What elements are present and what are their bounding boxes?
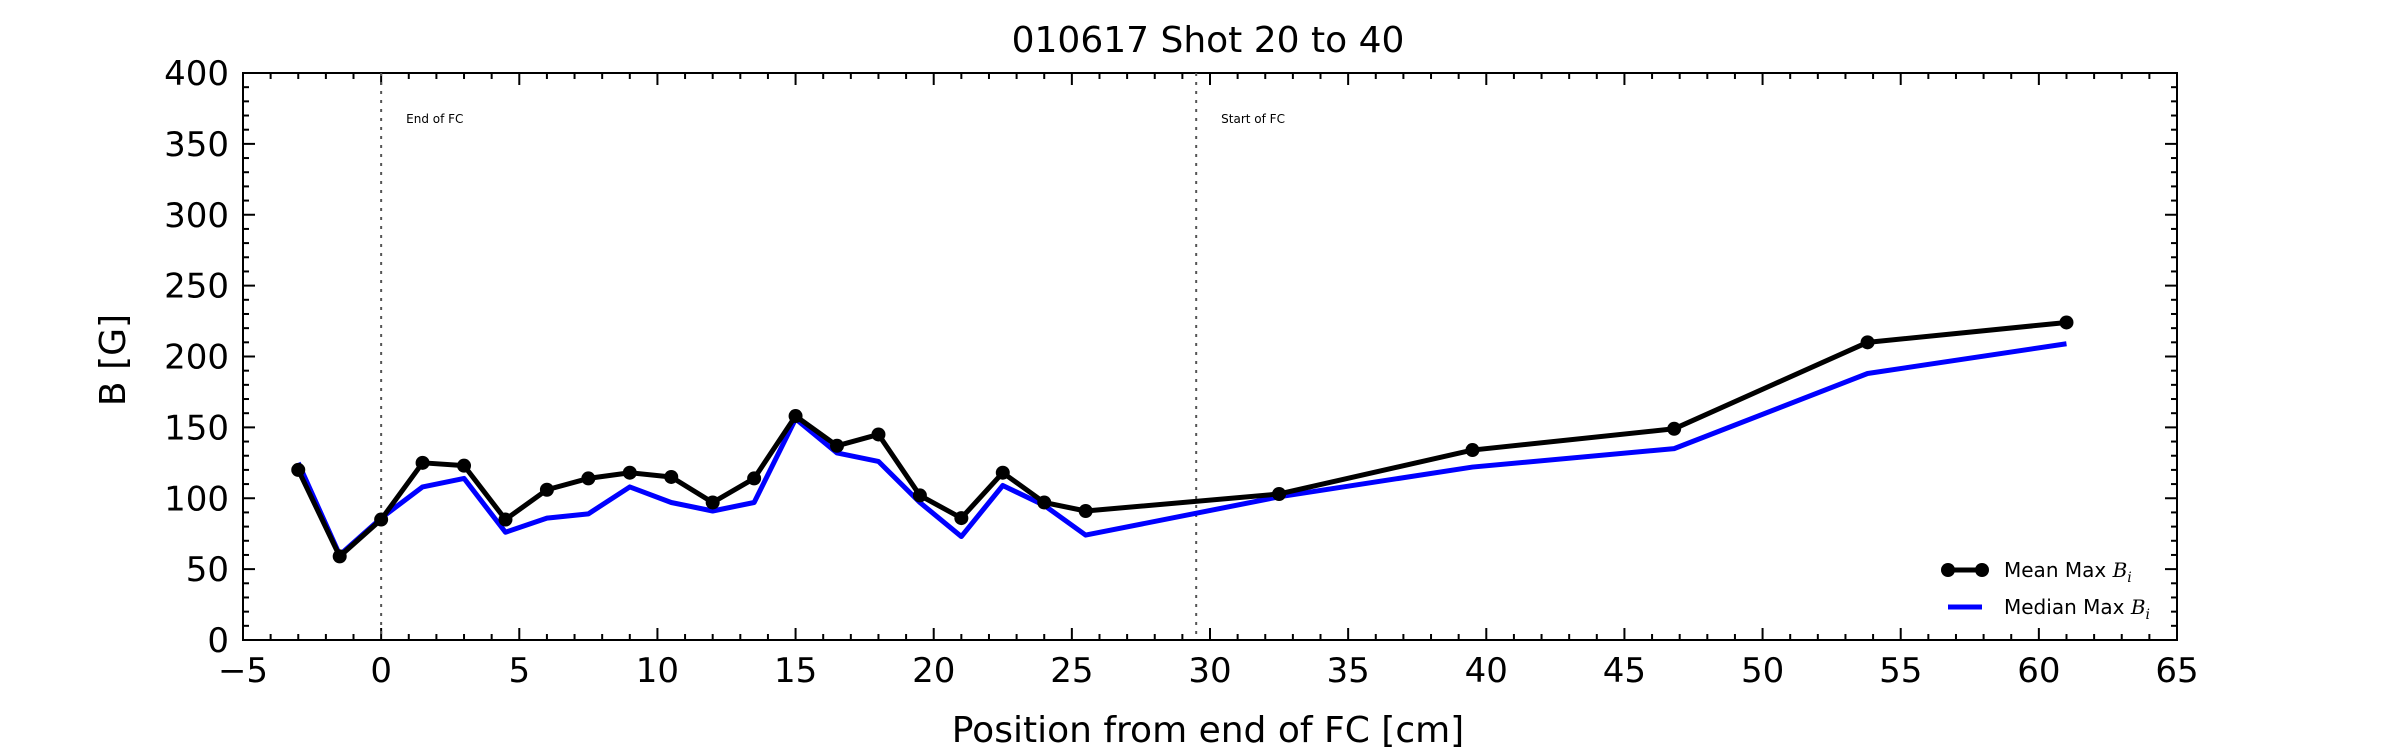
mean-max-point [332,549,347,564]
median-max-line [295,341,2067,558]
x-tick-label: 10 [636,651,679,691]
y-tick-label: 350 [164,125,229,165]
x-tick-label: 5 [508,651,530,691]
mean-max-point [1667,421,1682,436]
legend: Mean Max Bi Median Max Bi [1941,558,2150,623]
mean-max-point [705,495,720,510]
mean-max-point [1078,504,1093,519]
median-max-legend-label: Median Max Bi [2004,595,2150,623]
start-of-fc-annotation: Start of FC [1221,112,1285,126]
y-tick-label: 250 [164,267,229,307]
y-tick-label: 0 [207,621,229,661]
x-tick-label: 30 [1188,651,1231,691]
x-axis-label: Position from end of FC [cm] [952,710,1464,750]
mean-max-point [747,471,762,486]
y-tick-label: 100 [164,479,229,519]
x-tick-label: 0 [370,651,392,691]
y-tick-label: 400 [164,54,229,94]
y-tick-label: 200 [164,338,229,378]
y-tick-label: 300 [164,196,229,236]
mean-max-point [912,488,927,503]
mean-max-point [1037,495,1052,510]
x-tick-label: 65 [2155,651,2198,691]
x-tick-label: 20 [912,651,955,691]
y-axis-label: B [G] [93,314,134,406]
mean-max-point [1465,443,1480,458]
x-tick-label: 55 [1879,651,1922,691]
mean-max-point [2059,315,2074,330]
mean-max-point [415,455,430,470]
y-tick-label: 150 [164,408,229,448]
x-tick-label: 25 [1050,651,1093,691]
mean-max-point [581,471,596,486]
x-tick-label: 40 [1465,651,1508,691]
mean-max-point [498,512,513,527]
mean-max-point [871,427,886,442]
mean-max-legend-marker [1941,563,1955,577]
mean-max-point [788,409,803,424]
mean-max-point [1860,335,1875,350]
chart-title: 010617 Shot 20 to 40 [1012,20,1405,61]
end-of-fc-annotation: End of FC [406,112,463,126]
x-tick-label: 45 [1603,651,1646,691]
mean-max-point [374,512,389,527]
mean-max-point [539,482,554,497]
mean-max-point [664,469,679,484]
x-tick-label: 50 [1741,651,1784,691]
mean-max-line [296,319,2067,559]
mean-max-point [954,511,969,526]
plot-area: −5 0 5 10 15 20 25 30 35 40 45 50 55 60 65050100150200… [164,54,2199,691]
mean-max-point [1272,486,1287,501]
mean-max-point [291,462,306,477]
x-tick-label: −5 [218,651,268,691]
mean-max-legend-marker [1975,563,1989,577]
plot-frame [242,72,2178,641]
x-tick-label: 35 [1327,651,1370,691]
mean-max-point [830,438,845,453]
x-tick-label: 60 [2017,651,2060,691]
mean-max-point [457,458,472,473]
y-tick-label: 50 [186,550,229,590]
mean-max-point [622,465,637,480]
mean-max-point [995,465,1010,480]
mean-max-legend-label: Mean Max Bi [2004,558,2132,586]
x-tick-label: 15 [774,651,817,691]
